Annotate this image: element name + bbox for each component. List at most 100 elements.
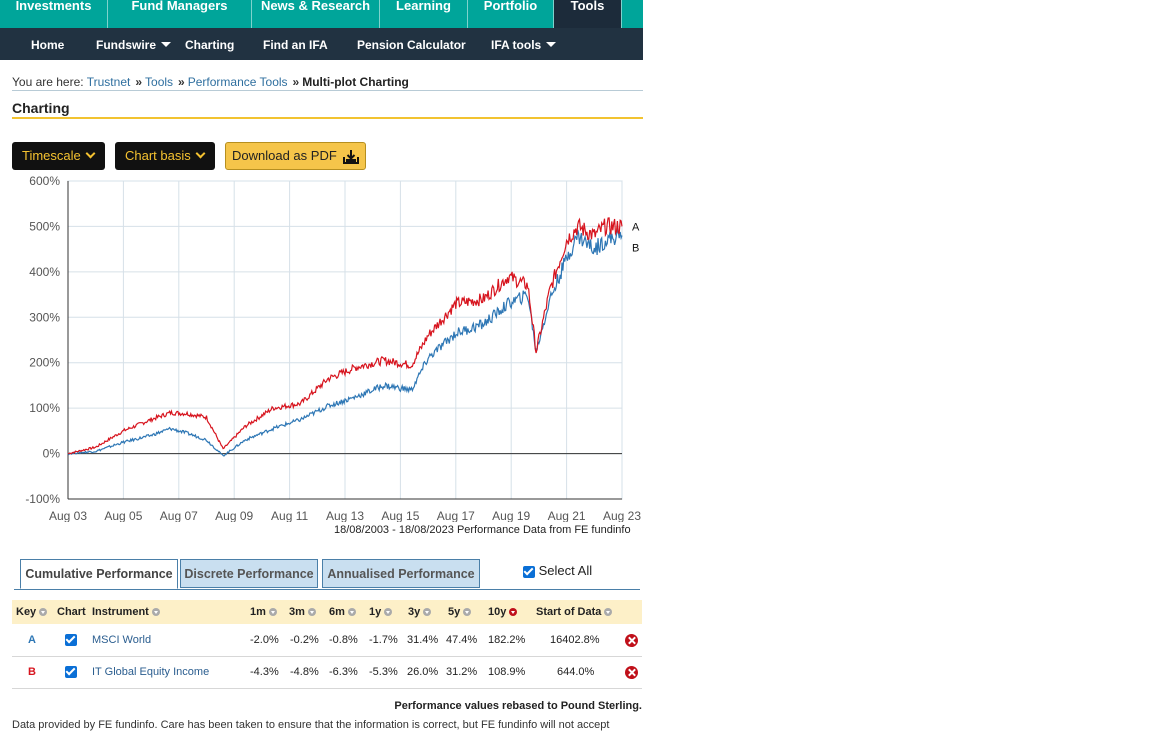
- subnav-label: Pension Calculator: [357, 38, 466, 52]
- y-tick-label: 200%: [29, 356, 60, 370]
- nav-label: Learning: [396, 0, 451, 13]
- subnav-label: Find an IFA: [263, 38, 328, 52]
- nav-investments[interactable]: Investments: [0, 0, 108, 28]
- col-6m[interactable]: 6m: [329, 600, 356, 624]
- col-start-of-data[interactable]: Start of Data: [536, 600, 613, 624]
- series-line-b: [67, 227, 623, 457]
- nav-tools[interactable]: Tools: [554, 0, 622, 28]
- breadcrumb-link-performance-tools[interactable]: Performance Tools: [187, 75, 288, 89]
- subnav-charting[interactable]: Charting: [185, 28, 234, 60]
- col-key[interactable]: Key: [16, 600, 48, 624]
- x-tick-label: Aug 05: [104, 509, 142, 522]
- tab-annualised-performance[interactable]: Annualised Performance: [322, 559, 480, 588]
- x-tick-label: Aug 19: [492, 509, 530, 522]
- chevron-down-icon: [195, 148, 206, 159]
- col-label: Start of Data: [536, 606, 602, 618]
- performance-table-header: Key Chart Instrument 1m 3m 6m 1y 3y 5y 1…: [12, 600, 642, 624]
- nav-fund-managers[interactable]: Fund Managers: [108, 0, 252, 28]
- x-tick-label: Aug 17: [437, 509, 475, 522]
- col-3y[interactable]: 3y: [408, 600, 432, 624]
- chart-date-range: 18/08/2003 - 18/08/2023 Performance Data…: [334, 524, 631, 536]
- x-tick-label: Aug 15: [381, 509, 419, 522]
- nav-portfolio[interactable]: Portfolio: [468, 0, 554, 28]
- download-pdf-button[interactable]: Download as PDF: [225, 142, 366, 170]
- breadcrumb-link-tools[interactable]: Tools: [145, 75, 174, 89]
- col-1y[interactable]: 1y: [369, 600, 393, 624]
- row-start-of-data: 16402.8%: [550, 634, 600, 646]
- sort-active-icon: [509, 608, 518, 617]
- series-end-label: A: [632, 221, 640, 233]
- currency-footnote: Performance values rebased to Pound Ster…: [394, 700, 642, 712]
- sort-icon: [268, 608, 277, 617]
- chart-series: [67, 217, 623, 457]
- sort-icon: [39, 608, 48, 617]
- row-instrument-link[interactable]: IT Global Equity Income: [92, 666, 210, 678]
- col-1m[interactable]: 1m: [250, 600, 277, 624]
- checkbox-checked-icon[interactable]: [523, 565, 535, 578]
- col-3m[interactable]: 3m: [289, 600, 316, 624]
- y-tick-label: 0%: [43, 447, 61, 461]
- chart-basis-button[interactable]: Chart basis: [115, 142, 215, 170]
- y-tick-label: 300%: [29, 310, 60, 324]
- chart-grid: [67, 180, 623, 500]
- series-line-a: [67, 217, 623, 455]
- remove-icon[interactable]: [625, 634, 638, 647]
- chevron-down-icon: [546, 42, 557, 48]
- subnav-fundswire[interactable]: Fundswire: [96, 28, 172, 60]
- timescale-button[interactable]: Timescale: [12, 142, 105, 170]
- nav-learning[interactable]: Learning: [380, 0, 468, 28]
- row-3y: 26.0%: [407, 666, 439, 678]
- chevron-down-icon: [85, 148, 96, 159]
- row-5y: 31.2%: [446, 666, 478, 678]
- sort-icon: [347, 608, 356, 617]
- row-6m: -6.3%: [329, 666, 358, 678]
- row-6m: -0.8%: [329, 634, 358, 646]
- col-label: Key: [16, 606, 37, 618]
- tab-cumulative-performance[interactable]: Cumulative Performance: [20, 559, 178, 589]
- row-3m: -0.2%: [290, 634, 319, 646]
- row-1m: -4.3%: [250, 666, 279, 678]
- chart-basis-label: Chart basis: [125, 148, 191, 163]
- subnav-pension-calculator[interactable]: Pension Calculator: [357, 28, 466, 60]
- col-instrument[interactable]: Instrument: [92, 600, 160, 624]
- series-end-label: B: [632, 243, 639, 255]
- sort-icon: [604, 608, 613, 617]
- sort-icon: [384, 608, 393, 617]
- select-all-checkbox[interactable]: Select All: [523, 563, 592, 578]
- table-row: A MSCI World -2.0% -0.2% -0.8% -1.7% 31.…: [12, 625, 642, 657]
- remove-icon[interactable]: [625, 666, 638, 679]
- breadcrumb-link-trustnet[interactable]: Trustnet: [86, 75, 131, 89]
- subnav-home[interactable]: Home: [31, 28, 64, 60]
- checkbox-checked-icon[interactable]: [65, 666, 77, 679]
- col-label: 5y: [448, 606, 461, 618]
- page-title: Charting: [12, 100, 643, 119]
- nav-label: Tools: [570, 0, 605, 13]
- subnav-ifa-tools[interactable]: IFA tools: [491, 28, 557, 60]
- x-tick-label: Aug 09: [215, 509, 253, 522]
- subnav-label: Fundswire: [96, 38, 157, 52]
- row-instrument-link[interactable]: MSCI World: [92, 634, 152, 646]
- breadcrumb-separator: »: [178, 75, 185, 89]
- checkbox-checked-icon[interactable]: [65, 634, 77, 647]
- col-10y[interactable]: 10y: [488, 600, 518, 624]
- row-10y: 108.9%: [488, 666, 526, 678]
- nav-label: Investments: [15, 0, 92, 13]
- disclaimer-text: Data provided by FE fundinfo. Care has b…: [12, 719, 610, 731]
- nav-news-research[interactable]: News & Research: [252, 0, 380, 28]
- row-chart-checkbox[interactable]: [65, 625, 77, 656]
- subnav-label: Charting: [185, 38, 235, 52]
- row-start-of-data: 644.0%: [557, 666, 595, 678]
- tab-discrete-performance[interactable]: Discrete Performance: [180, 559, 318, 588]
- col-5y[interactable]: 5y: [448, 600, 472, 624]
- series-end-labels: AB: [632, 221, 640, 254]
- download-icon: [343, 150, 359, 164]
- col-chart: Chart: [57, 606, 86, 618]
- breadcrumb-prefix: You are here:: [12, 75, 84, 89]
- row-1m: -2.0%: [250, 634, 279, 646]
- breadcrumb-separator: »: [135, 75, 143, 89]
- x-tick-label: Aug 23: [603, 509, 641, 522]
- row-chart-checkbox[interactable]: [65, 657, 77, 688]
- timescale-label: Timescale: [22, 148, 81, 163]
- subnav-find-ifa[interactable]: Find an IFA: [263, 28, 328, 60]
- sort-icon: [463, 608, 472, 617]
